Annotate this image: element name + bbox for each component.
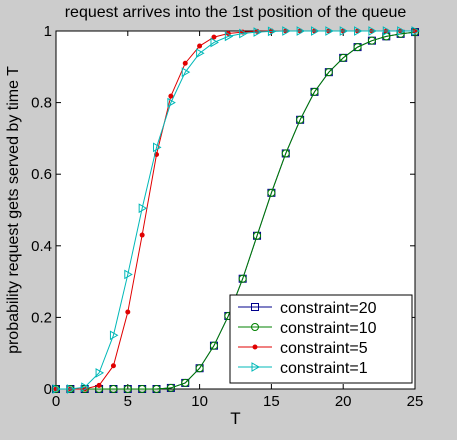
data-point: [267, 26, 277, 37]
data-point: [354, 26, 363, 36]
data-point: [168, 93, 174, 99]
data-point: [138, 203, 148, 214]
data-point: [310, 87, 319, 96]
legend-marker: [252, 344, 258, 350]
data-point: [124, 269, 133, 280]
data-point: [95, 368, 105, 378]
data-point: [296, 115, 305, 124]
data-point: [66, 384, 76, 394]
data-point: [197, 43, 203, 49]
data-point: [139, 232, 145, 238]
data-point: [296, 26, 306, 36]
y-tick-label: 1: [44, 23, 52, 40]
legend-label: constraint=20: [280, 300, 377, 317]
data-point: [109, 330, 119, 341]
data-point: [153, 142, 162, 153]
data-point: [52, 384, 62, 394]
series-group: [52, 26, 421, 394]
data-point: [96, 382, 102, 388]
legend-marker: [251, 323, 259, 331]
y-tick-label: 0: [44, 381, 52, 398]
x-tick-label: 20: [335, 393, 352, 410]
data-point: [138, 385, 147, 393]
legend-entry: constraint=1: [238, 360, 368, 377]
legend-entry: constraint=10: [238, 320, 377, 337]
data-point: [238, 274, 247, 283]
data-point: [81, 382, 90, 393]
data-point: [210, 37, 219, 48]
y-tick-label: 0.2: [31, 309, 52, 326]
legend-marker: [251, 362, 261, 372]
data-point: [167, 97, 176, 108]
data-point: [195, 364, 204, 373]
x-axis-label: T: [230, 409, 240, 428]
y-axis-label: probability request gets served by time …: [5, 66, 22, 354]
legend-entry: constraint=5: [238, 340, 368, 357]
data-point: [182, 60, 188, 66]
data-point: [367, 36, 376, 45]
data-point: [211, 34, 217, 40]
axis-ticks: 0 5 10 15 20 25 0 0.2 0.4 0.6 0.8 1: [31, 23, 423, 410]
data-point: [239, 28, 248, 39]
x-tick-label: 5: [124, 393, 132, 410]
data-point: [224, 31, 234, 42]
data-point: [339, 26, 349, 36]
series-line: [56, 30, 415, 390]
legend-label: constraint=1: [280, 360, 368, 377]
x-tick-label: 15: [263, 393, 280, 410]
data-point: [209, 341, 218, 350]
data-point: [397, 26, 406, 36]
y-tick-label: 0.8: [31, 95, 52, 112]
data-point: [281, 149, 290, 158]
data-point: [267, 188, 276, 197]
data-point: [110, 363, 116, 369]
y-tick-label: 0.4: [31, 238, 52, 255]
x-tick-label: 25: [407, 393, 424, 410]
data-point: [181, 378, 190, 387]
data-point: [339, 53, 348, 62]
x-tick-label: 0: [52, 393, 60, 410]
data-point: [353, 43, 362, 52]
y-tick-label: 0.6: [31, 166, 52, 183]
data-point: [253, 27, 263, 37]
data-point: [123, 385, 132, 393]
legend: constraint=20 constraint=10 constraint=5 co…: [229, 294, 413, 384]
data-point: [196, 48, 205, 59]
legend-label: constraint=10: [280, 320, 377, 337]
data-point: [282, 26, 291, 36]
data-point: [411, 26, 421, 36]
data-point: [310, 26, 320, 36]
data-point: [325, 26, 334, 36]
data-point: [324, 68, 333, 77]
data-point: [109, 385, 118, 393]
chart-title: request arrives into the 1st position of…: [65, 4, 407, 21]
data-point: [181, 67, 191, 78]
legend-label: constraint=5: [280, 340, 368, 357]
legend-marker: [251, 303, 259, 311]
data-point: [166, 383, 175, 392]
data-point: [125, 309, 131, 315]
data-point: [253, 231, 262, 240]
legend-box: [229, 294, 413, 384]
data-point: [152, 385, 161, 393]
legend-entry: constraint=20: [238, 300, 377, 317]
series-4: [52, 26, 421, 394]
data-point: [382, 26, 392, 36]
x-tick-label: 10: [191, 393, 208, 410]
data-point: [368, 26, 377, 36]
